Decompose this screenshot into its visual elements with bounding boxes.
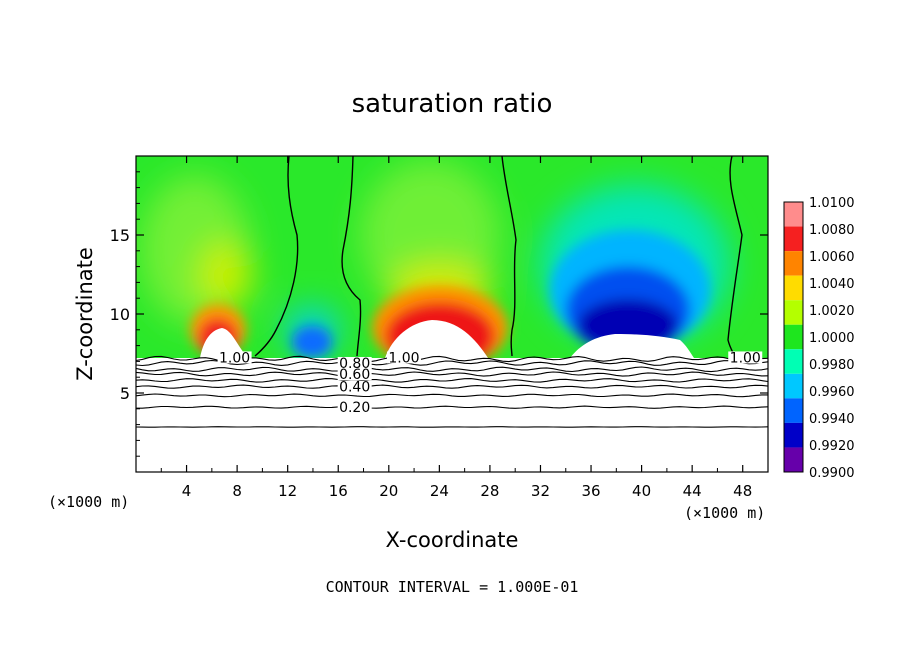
contour-label: 0.20: [339, 400, 370, 416]
contour-label-mask: [386, 351, 421, 364]
contour-interval-note: CONTOUR INTERVAL = 1.000E-01: [326, 578, 579, 596]
contour-label-mask: [337, 368, 372, 381]
colorbar-label: 1.0100: [809, 196, 855, 211]
contour-label-mask: [337, 356, 372, 369]
contour-label: 1.00: [730, 350, 761, 366]
y-axis-label: Z-coordinate: [73, 247, 97, 381]
dry-pocket: [385, 320, 488, 358]
x-tick-label: 16: [329, 482, 348, 500]
contour-line: [501, 156, 517, 357]
x-tick-label: 12: [278, 482, 297, 500]
colorbar: 1.0100 1.0080 1.0060 1.0040 1.0020 1.0000 0.99…: [783, 196, 855, 481]
contour-line: [254, 156, 299, 357]
colorbar-swatch: [784, 349, 803, 374]
contour-label-mask: [337, 380, 372, 393]
colorbar-swatch: [784, 202, 803, 227]
contour-label: 0.40: [339, 380, 370, 396]
contour-line: [136, 426, 768, 428]
colorbar-label: 0.9920: [809, 439, 855, 454]
x-axis: 4 8 12 16 20 24 28 32 36 40 44 48: [160, 156, 752, 500]
colorbar-frame: [783, 201, 804, 473]
contour-lines-upper: [254, 156, 743, 357]
x-tick-label: 44: [683, 482, 702, 500]
contour-label-mask: [337, 401, 372, 414]
x-unit-right: (×1000 m): [684, 504, 765, 522]
x-unit-left: (×1000 m): [48, 493, 129, 511]
x-tick-label: 20: [379, 482, 398, 500]
contour-line: [136, 366, 768, 373]
x-tick-label: 4: [182, 482, 192, 500]
colorbar-label: 0.9960: [809, 385, 855, 400]
plot-area: 1.00 1.00 1.00 0.800.600.40 0.20: [136, 156, 768, 472]
colorbar-label: 1.0080: [809, 223, 855, 238]
contour-label-mask: [728, 351, 763, 364]
contour-line: [136, 393, 768, 398]
colorbar-swatch: [784, 373, 803, 399]
colorbar-label: 0.9980: [809, 358, 855, 373]
y-tick-label: 5: [120, 384, 130, 403]
colorbar-label: 1.0040: [809, 277, 855, 292]
colorbar-swatch: [784, 226, 803, 252]
colorbar-swatch: [784, 300, 803, 325]
y-tick-label: 10: [110, 305, 130, 324]
colorbar-label: 1.0060: [809, 250, 855, 265]
x-axis-label: X-coordinate: [386, 528, 519, 552]
subsaturated-layer: [136, 358, 768, 472]
contour-label: 0.80: [339, 356, 370, 372]
contour-label: 0.60: [339, 367, 370, 383]
contour-lines-lower: [136, 355, 768, 428]
colorbar-swatch: [784, 422, 803, 448]
contour-line: [136, 359, 768, 367]
dry-pocket: [570, 334, 694, 358]
x-tick-label: 48: [733, 482, 752, 500]
y-axis: 5 10 15: [110, 171, 768, 457]
colorbar-swatch: [784, 447, 803, 472]
contour-label-mask: [217, 351, 252, 364]
contour-line: [136, 378, 768, 383]
colorbar-swatch: [784, 324, 803, 350]
contour-label: 1.00: [219, 350, 250, 366]
contour-line: [136, 405, 768, 409]
colorbar-swatch: [784, 398, 803, 423]
colorbar-swatch: [784, 251, 803, 276]
contour-line: [727, 156, 743, 356]
y-tick-label: 15: [110, 226, 130, 245]
colorbar-swatch: [784, 275, 803, 301]
contour-line: [341, 156, 362, 357]
contour-line: [136, 371, 768, 377]
chart-title: saturation ratio: [352, 89, 553, 119]
x-tick-label: 40: [632, 482, 651, 500]
x-tick-label: 24: [430, 482, 449, 500]
colorbar-label: 1.0000: [809, 331, 855, 346]
colorbar-label: 0.9940: [809, 412, 855, 427]
contour-line: [136, 384, 768, 389]
x-tick-label: 28: [480, 482, 499, 500]
contour-labels: 1.00 1.00 1.00 0.800.600.40 0.20: [217, 350, 763, 416]
colorbar-label: 0.9900: [809, 466, 855, 481]
x-tick-label: 36: [581, 482, 600, 500]
x-tick-label: 8: [232, 482, 242, 500]
colorbar-label: 1.0020: [809, 304, 855, 319]
field-yellow: [197, 240, 253, 310]
field-blue: [292, 326, 332, 358]
dry-pocket: [200, 328, 248, 358]
contour-label: 1.00: [388, 350, 419, 366]
x-tick-label: 32: [531, 482, 550, 500]
